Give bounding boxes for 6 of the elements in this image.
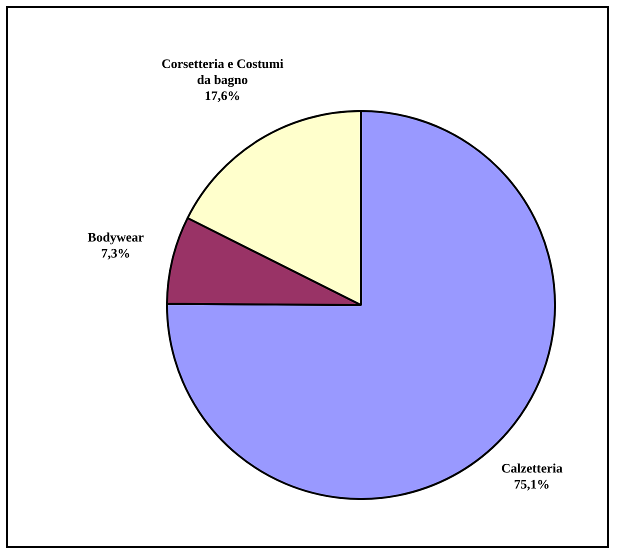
data-label: 17,6% — [204, 88, 240, 103]
slice-label: Corsetteria e Costumi da bagno — [161, 56, 284, 87]
data-label: 75,1% — [514, 476, 550, 492]
data-label: 7,3% — [101, 245, 130, 260]
slice-label: Calzetteria — [501, 460, 564, 476]
slice-label: Bodywear — [88, 229, 144, 244]
